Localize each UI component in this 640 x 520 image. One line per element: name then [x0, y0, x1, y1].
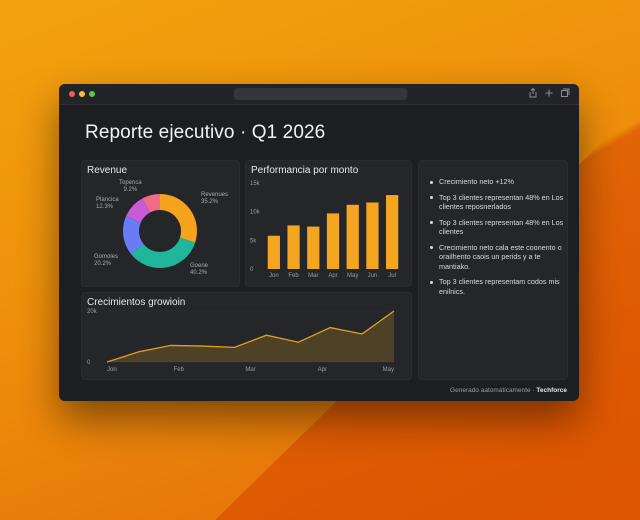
insight-item: Crecimiento neto cala este coonento o or… — [429, 243, 564, 272]
slice-value: 35.2% — [201, 199, 219, 205]
y-tick-label: 15k — [250, 181, 261, 187]
y-tick-label: 0 — [87, 360, 91, 366]
performance-card-title: Performancia por monto — [251, 165, 359, 176]
slice-label-goene: Goene 40.2% — [190, 263, 208, 277]
page-title: Reporte ejecutivo · Q1 2026 — [85, 122, 326, 143]
growth-area-chart: 0 20k Jon Feb Mar Apr May — [87, 309, 395, 373]
x-tick-label: Mar — [308, 273, 318, 279]
bar — [386, 195, 399, 269]
performance-card: Performancia por monto 0 5k 10k 15k Jon Feb Ma… — [245, 160, 412, 287]
x-tick-label: May — [347, 273, 358, 279]
slice-name: Plancica — [96, 197, 119, 203]
bar — [287, 225, 300, 269]
new-tab-icon[interactable] — [543, 87, 555, 99]
bar — [346, 204, 359, 269]
x-tick-label: Mar — [245, 367, 255, 373]
app-window: Reporte ejecutivo · Q1 2026 Revenue Tope… — [59, 84, 579, 401]
slice-label-gomoles: Gomoles 20.2% — [94, 254, 118, 268]
slice-name: Revenues — [201, 192, 229, 198]
insight-item: Top 3 clientes representan 48% en Los cl… — [429, 193, 564, 212]
close-window-button[interactable] — [69, 91, 75, 97]
donut-slice — [142, 194, 160, 213]
x-tick-label: Jon — [269, 273, 279, 279]
x-tick-label: Apr — [328, 273, 337, 279]
slice-name: Gomoles — [94, 254, 119, 260]
bar — [366, 202, 379, 269]
revenue-card-title: Revenue — [87, 165, 128, 176]
area-fill — [107, 311, 394, 362]
tabs-overview-icon[interactable] — [559, 87, 571, 99]
slice-value: 20.2% — [94, 261, 112, 267]
area-line — [106, 310, 395, 363]
x-tick-label: Jul — [388, 273, 396, 279]
donut-hole — [139, 210, 181, 252]
insight-item: Top 3 clientes representan 48% en Los cl… — [429, 218, 564, 237]
insights-list: Crecimiento neto +12% Top 3 clientes rep… — [429, 177, 564, 302]
x-tick-label: Feb — [174, 367, 185, 373]
y-tick-label: 5k — [250, 238, 257, 244]
x-tick-label: Apr — [318, 367, 327, 373]
slice-value: 9.2% — [123, 187, 138, 193]
maximize-window-button[interactable] — [89, 91, 95, 97]
revenue-card: Revenue Topenca 9.2% Plancica 12.3% Reve… — [81, 160, 240, 287]
y-tick-label: 0 — [250, 267, 254, 273]
revenue-donut-chart — [123, 194, 197, 268]
insight-item: Top 3 clientes representam codos mis eni… — [429, 277, 564, 296]
bar — [267, 235, 280, 269]
slice-label-revenues: Revenues 35.2% — [201, 192, 228, 206]
slice-value: 40.2% — [190, 270, 208, 276]
bar — [307, 226, 320, 269]
growth-card: Crecimientos growioin 0 20k Jon Feb Mar Apr Ma… — [81, 292, 412, 380]
footer: Generado aatomáticamente · Techforce — [450, 387, 567, 394]
y-tick-label: 10k — [250, 210, 261, 216]
insight-item: Crecimiento neto +12% — [429, 177, 564, 187]
share-icon[interactable] — [527, 87, 539, 99]
y-tick-label: 20k — [87, 309, 98, 315]
footer-brand: Techforce — [536, 387, 567, 394]
performance-bar-chart: 0 5k 10k 15k Jon Feb Mar Apr May Jun Jul — [250, 181, 399, 279]
x-tick-label: Jon — [107, 367, 117, 373]
x-tick-label: Feb — [288, 273, 299, 279]
address-bar[interactable] — [234, 88, 407, 100]
x-tick-label: Jun — [368, 273, 378, 279]
bar — [326, 213, 340, 269]
donut-slice — [130, 237, 196, 268]
donut-slice — [160, 194, 197, 243]
title-bar — [59, 84, 579, 105]
minimize-window-button[interactable] — [79, 91, 85, 97]
slice-name: Goene — [190, 263, 209, 269]
insights-card: Crecimiento neto +12% Top 3 clientes rep… — [418, 160, 568, 380]
slice-name: Topenca — [119, 180, 142, 186]
growth-card-title: Crecimientos growioin — [87, 297, 186, 308]
x-tick-label: May — [383, 367, 394, 373]
slice-label-plancica: Plancica 12.3% — [96, 197, 119, 211]
donut-slice — [126, 198, 151, 223]
slice-label-topenca: Topenca 9.2% — [119, 180, 142, 194]
donut-slice — [123, 216, 144, 254]
footer-text: Generado aatomáticamente · — [450, 387, 537, 394]
slice-value: 12.3% — [96, 204, 114, 210]
